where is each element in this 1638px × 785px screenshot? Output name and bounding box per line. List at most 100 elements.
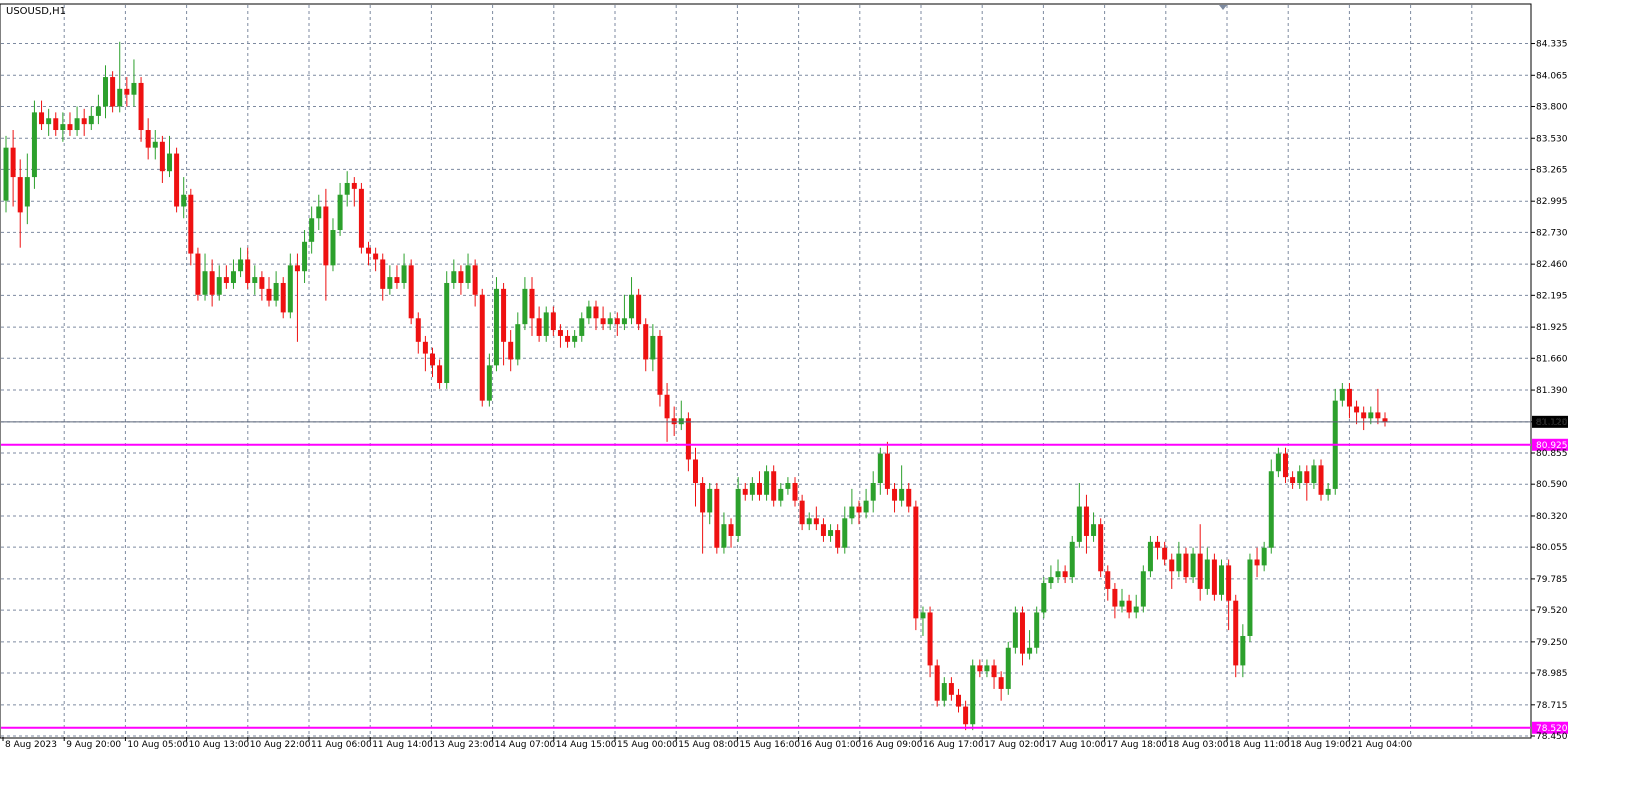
chart-shift-marker-icon[interactable] [1219,5,1227,10]
bear-candle [1211,553,1217,601]
bear-candle [700,477,706,554]
candle-body [1133,606,1139,613]
time-label: 16 Aug 09:00 [862,740,923,750]
candle-body [493,288,499,366]
candle-body [1062,571,1068,578]
bear-candle [998,671,1004,701]
bear-candle [53,112,59,136]
candle-body [593,306,599,319]
bull-candle [984,659,990,678]
bear-candle [110,71,116,113]
time-label: 9 Aug 20:00 [66,740,121,750]
candle-body [323,206,329,266]
bull-candle [1133,594,1139,619]
bull-candle [735,477,741,542]
bear-candle [1254,547,1260,578]
price-label: 82.460 [1536,260,1568,270]
bear-candle [977,659,983,678]
bull-candle [828,524,834,542]
candle-body [10,147,16,178]
candle-body [24,177,30,207]
candle-body [230,271,236,283]
bull-candle [131,59,137,107]
bull-candle [1311,459,1317,489]
bull-candle [444,271,450,389]
time-label: 16 Aug 01:00 [801,740,862,750]
bull-candle [678,400,684,431]
bull-candle [1219,559,1225,601]
candle-body [1076,506,1082,542]
candle-body [1098,524,1104,572]
bear-candle [636,288,642,331]
bear-candle [223,265,229,289]
candle-body [1147,541,1153,572]
candle-body [906,488,912,507]
bull-candle [522,277,528,331]
bull-candle [629,277,635,325]
bear-candle [906,483,912,513]
bid-price-label: 81.120 [1536,418,1568,428]
price-label: 84.335 [1536,40,1568,50]
time-label: 10 Aug 05:00 [127,740,188,750]
candle-body [1282,453,1288,478]
bear-candle [1304,465,1310,501]
bull-candle [970,659,976,731]
price-label: 84.065 [1536,71,1568,81]
bull-candle [1204,547,1210,595]
candle-body [984,665,990,672]
candle-body [693,459,698,484]
candle-body [1226,565,1232,601]
bear-candle [1197,524,1203,601]
bear-candle [835,524,841,554]
price-label: 79.250 [1536,638,1568,648]
candle-body [1048,577,1054,584]
candle-body [88,115,94,125]
candle-body [1005,647,1011,689]
candle-body [714,488,720,548]
candle-body [437,365,443,383]
time-label: 8 Aug 2023 [5,740,57,750]
bull-candle [1247,553,1253,642]
bear-candle [429,347,435,378]
candle-body [778,488,784,501]
time-label: 17 Aug 10:00 [1045,740,1106,750]
candle-body [920,612,926,619]
bull-candle [1240,624,1246,678]
candle-body [209,271,215,295]
bear-candle [508,330,514,372]
price-label: 80.055 [1536,543,1568,553]
candle-body [1290,477,1296,484]
horizontal-levels[interactable]: 81.120 80.925 78.520 [1,415,1568,734]
candle-body [1197,553,1203,589]
candle-body [572,335,578,342]
candle-body [131,82,137,95]
bear-candle [963,700,969,731]
time-label: 11 Aug 14:00 [372,740,433,750]
bear-candle [820,518,826,542]
bear-candle [614,312,620,336]
candle-body [998,677,1004,689]
candle-body [358,188,364,248]
candle-body [970,665,976,725]
bear-candle [565,330,571,348]
bear-candle [1282,447,1288,484]
candle-body [522,288,528,325]
candle-body [849,506,855,519]
candle-body [1105,571,1111,589]
bear-candle [1375,388,1381,425]
bear-candle [593,300,599,331]
bear-candle [756,471,762,501]
bull-candle [806,512,812,531]
candle-body [1254,559,1260,566]
candle-body [373,253,379,260]
bear-candle [1112,583,1118,619]
candle-body [771,471,777,501]
bear-candle [39,100,45,131]
bull-candle [344,171,350,207]
candle-body [188,194,194,254]
bear-candle [124,77,130,107]
candle-body [1311,465,1317,484]
bull-candle [273,271,279,307]
